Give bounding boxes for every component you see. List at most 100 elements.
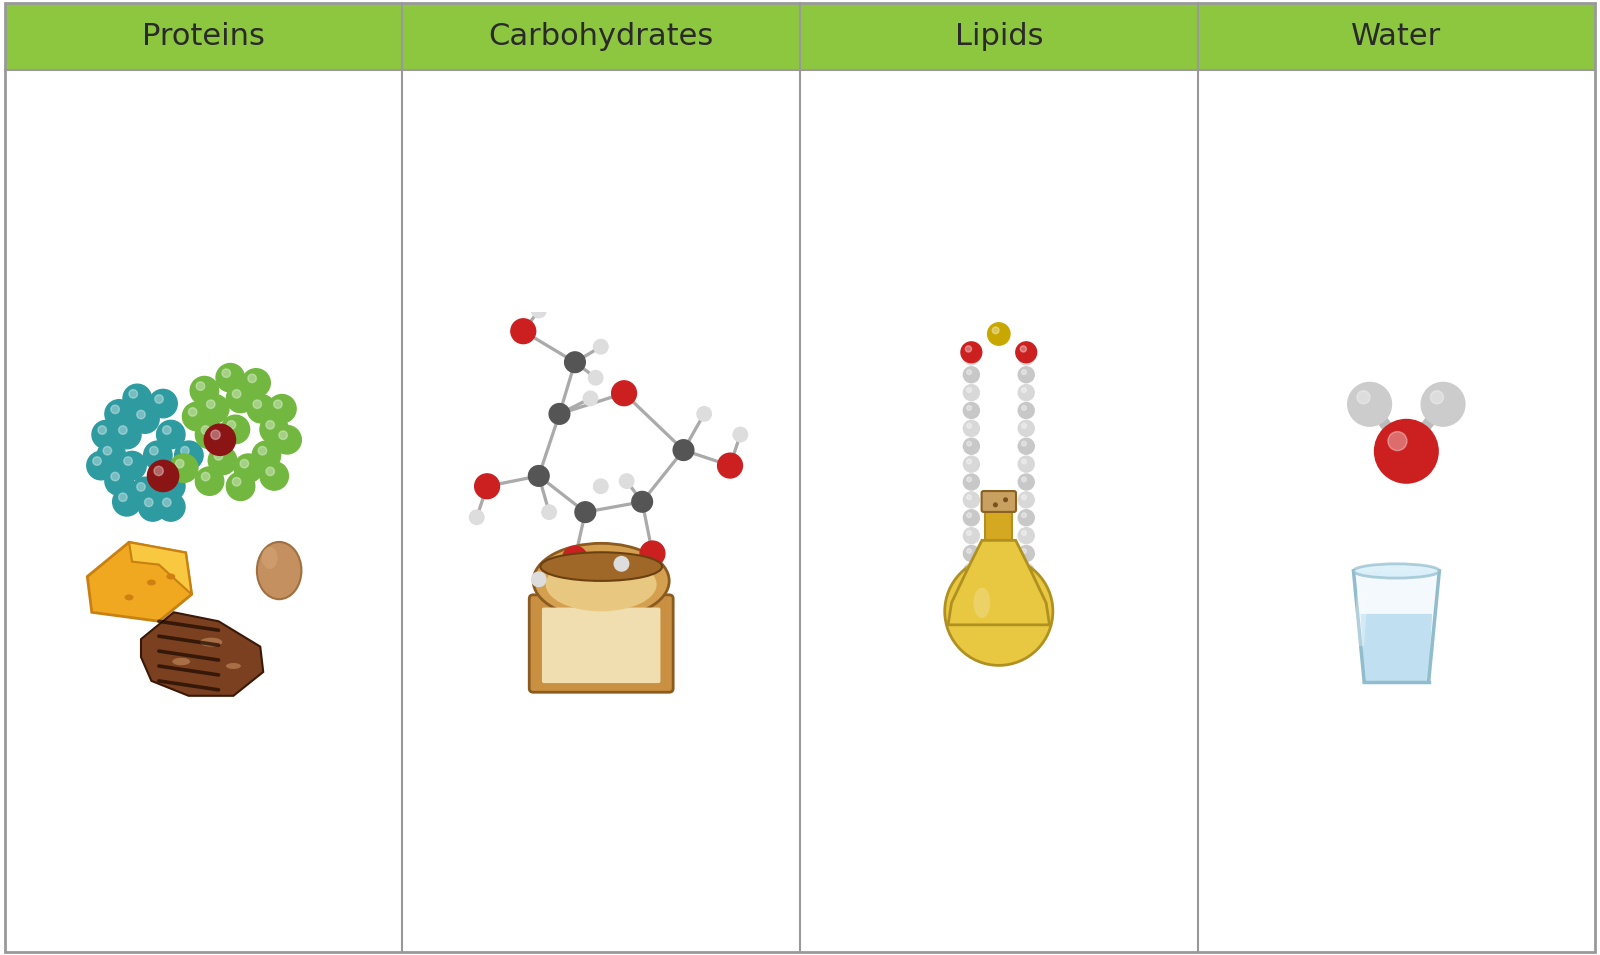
Circle shape [963, 349, 979, 365]
Circle shape [1430, 391, 1443, 404]
Circle shape [98, 441, 125, 470]
Circle shape [110, 473, 120, 480]
Circle shape [118, 452, 146, 479]
Circle shape [208, 446, 237, 475]
Circle shape [202, 473, 210, 480]
Circle shape [259, 461, 288, 490]
Circle shape [994, 502, 998, 507]
Circle shape [944, 558, 1053, 666]
Circle shape [565, 351, 586, 372]
Polygon shape [1354, 592, 1368, 647]
Circle shape [963, 402, 979, 418]
Circle shape [1021, 423, 1026, 428]
Circle shape [563, 546, 587, 571]
Circle shape [234, 454, 262, 482]
Circle shape [966, 495, 971, 499]
Circle shape [966, 423, 971, 428]
Circle shape [963, 545, 979, 562]
Circle shape [718, 454, 742, 478]
Circle shape [195, 467, 224, 496]
Circle shape [227, 420, 235, 429]
Circle shape [106, 400, 133, 428]
Circle shape [274, 426, 301, 454]
Circle shape [966, 441, 971, 446]
Circle shape [139, 493, 166, 521]
Circle shape [163, 499, 171, 507]
Circle shape [246, 394, 275, 423]
Circle shape [1018, 420, 1034, 436]
Ellipse shape [226, 663, 242, 668]
Ellipse shape [147, 580, 155, 585]
Circle shape [1021, 441, 1026, 446]
Circle shape [966, 351, 971, 357]
Circle shape [157, 420, 186, 449]
Circle shape [1018, 438, 1034, 455]
Circle shape [966, 478, 971, 482]
Circle shape [267, 394, 296, 423]
Circle shape [966, 531, 971, 536]
Circle shape [190, 376, 219, 405]
FancyBboxPatch shape [542, 607, 661, 683]
Circle shape [232, 390, 242, 398]
Circle shape [475, 474, 499, 499]
Circle shape [1018, 402, 1034, 418]
Circle shape [222, 369, 230, 377]
Circle shape [1003, 498, 1008, 502]
Circle shape [189, 408, 197, 416]
Ellipse shape [973, 587, 990, 618]
Circle shape [574, 501, 595, 522]
Circle shape [266, 420, 275, 429]
Circle shape [226, 384, 254, 413]
Circle shape [1016, 342, 1037, 363]
Circle shape [1018, 527, 1034, 543]
Circle shape [966, 388, 971, 393]
Circle shape [242, 369, 270, 397]
Circle shape [1421, 382, 1466, 426]
Ellipse shape [533, 543, 669, 619]
Circle shape [170, 454, 198, 482]
Circle shape [206, 400, 214, 409]
FancyBboxPatch shape [982, 491, 1016, 512]
Circle shape [197, 382, 205, 391]
Text: Water: Water [1352, 22, 1442, 51]
Circle shape [1018, 349, 1034, 365]
Circle shape [274, 400, 282, 409]
Ellipse shape [1354, 563, 1440, 578]
Circle shape [211, 430, 221, 439]
Ellipse shape [173, 658, 190, 666]
Circle shape [963, 438, 979, 455]
Circle shape [963, 527, 979, 543]
Polygon shape [1354, 571, 1440, 682]
Polygon shape [141, 612, 264, 696]
Circle shape [962, 342, 982, 363]
Circle shape [966, 548, 971, 553]
Circle shape [253, 441, 280, 470]
Circle shape [614, 557, 629, 571]
Circle shape [674, 439, 694, 460]
Circle shape [531, 304, 546, 318]
Circle shape [157, 472, 186, 500]
Circle shape [966, 370, 971, 374]
Circle shape [131, 478, 158, 505]
Circle shape [123, 456, 133, 465]
Circle shape [174, 441, 203, 470]
Circle shape [176, 459, 184, 468]
Circle shape [966, 513, 971, 518]
Circle shape [163, 478, 171, 486]
Circle shape [147, 460, 179, 492]
Circle shape [216, 364, 245, 392]
Bar [5, 3, 1595, 70]
Circle shape [131, 405, 158, 434]
Polygon shape [949, 541, 1050, 625]
Circle shape [136, 411, 146, 419]
Circle shape [963, 474, 979, 490]
Circle shape [619, 474, 634, 488]
Circle shape [1021, 459, 1026, 464]
Circle shape [205, 424, 235, 456]
Ellipse shape [125, 594, 133, 601]
Circle shape [966, 406, 971, 411]
Circle shape [594, 479, 608, 494]
Polygon shape [130, 542, 192, 594]
Circle shape [549, 404, 570, 424]
Circle shape [589, 371, 603, 385]
